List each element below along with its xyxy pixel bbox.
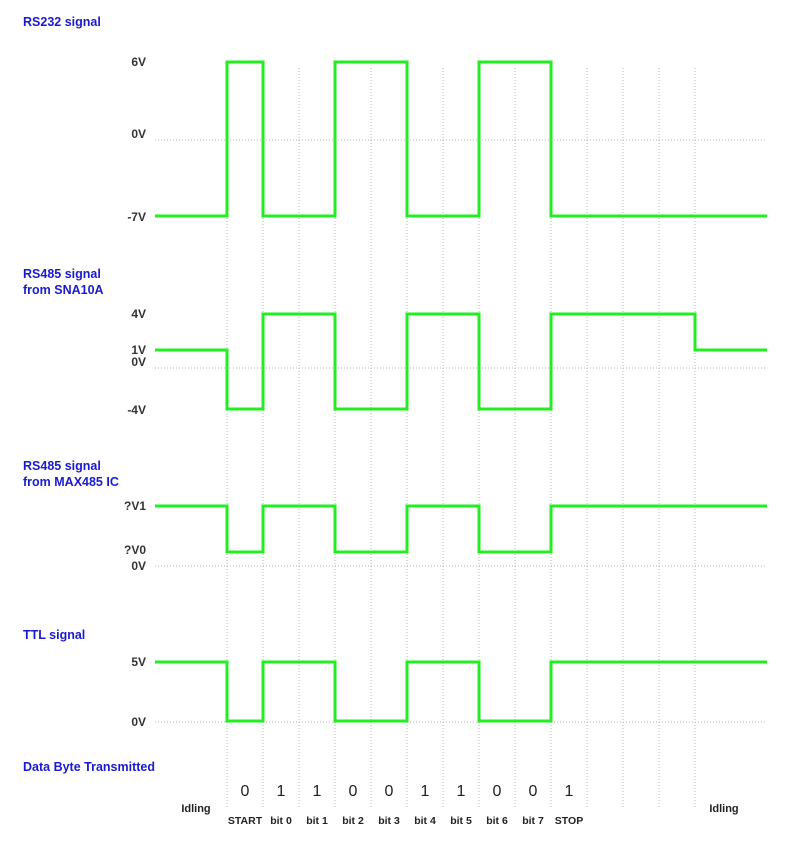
rs485a-level-1v: 1V: [131, 343, 146, 357]
rs485-sna10a-waveform: [155, 312, 767, 411]
rs232-title: RS232 signal: [23, 15, 101, 29]
rs232-level-6v: 6V: [131, 55, 146, 69]
ttl-level-5v: 5V: [131, 655, 146, 669]
rs232-level-minus7v: -7V: [127, 210, 146, 224]
idle-right-label: Idling: [709, 803, 738, 815]
rs485a-level-4v: 4V: [131, 307, 146, 321]
bit-value: 0: [529, 783, 538, 800]
bit-name-label: bit 4: [414, 815, 436, 827]
rs485-sna10a-title-line1: RS485 signal: [23, 267, 101, 281]
rs485a-level-0v: 0V: [131, 355, 146, 369]
rs485b-level-v1: ?V1: [124, 499, 146, 513]
bit-name-label: bit 5: [450, 815, 472, 827]
data-bits: 0 1 1 0 0 1 1 0 0 1 START bit 0 bit 1 bit 2 bit 3 bit 4…: [228, 783, 583, 827]
bit-value: 0: [349, 783, 358, 800]
rs232-waveform: [155, 60, 767, 218]
ttl-waveform: [155, 660, 767, 723]
bit-name-label: bit 1: [306, 815, 328, 827]
data-byte-title: Data Byte Transmitted: [23, 760, 155, 774]
bit-value: 1: [421, 783, 430, 800]
ttl-level-0v: 0V: [131, 715, 146, 729]
bit-value: 0: [493, 783, 502, 800]
rs485-sna10a-title-line2: from SNA10A: [23, 283, 104, 297]
bit-name-label: bit 2: [342, 815, 364, 827]
bit-value: 1: [565, 783, 574, 800]
bit-value: 0: [385, 783, 394, 800]
rs485b-level-0v: 0V: [131, 559, 146, 573]
rs485-max485-waveform: [155, 504, 767, 554]
bit-name-label: STOP: [555, 815, 583, 827]
bit-name-label: bit 7: [522, 815, 544, 827]
grid-lines: [155, 68, 767, 808]
bit-name-label: bit 6: [486, 815, 508, 827]
bit-value: 0: [241, 783, 250, 800]
bit-name-label: START: [228, 815, 263, 827]
rs485-max485-title-line2: from MAX485 IC: [23, 475, 119, 489]
bit-name-label: bit 3: [378, 815, 400, 827]
rs232-level-0v: 0V: [131, 127, 146, 141]
bit-value: 1: [277, 783, 286, 800]
rs485a-level-minus4v: -4V: [127, 403, 146, 417]
idle-left-label: Idling: [181, 803, 210, 815]
bit-name-label: bit 0: [270, 815, 292, 827]
rs485-max485-title-line1: RS485 signal: [23, 459, 101, 473]
ttl-title: TTL signal: [23, 628, 85, 642]
bit-value: 1: [313, 783, 322, 800]
rs485b-level-v0: ?V0: [124, 543, 146, 557]
bit-value: 1: [457, 783, 466, 800]
